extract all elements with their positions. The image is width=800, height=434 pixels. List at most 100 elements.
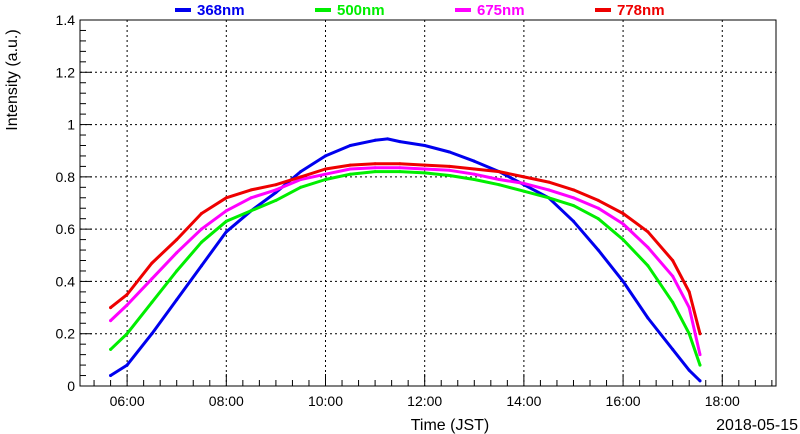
y-tick-label: 1.2 xyxy=(56,64,76,80)
data-point-368nm xyxy=(324,154,327,158)
data-point-500nm xyxy=(596,217,600,221)
data-point-500nm xyxy=(448,174,451,177)
plot-frame xyxy=(79,19,777,387)
data-point-778nm xyxy=(299,175,303,179)
series-line-500nm xyxy=(109,170,702,367)
data-point-500nm xyxy=(547,196,551,200)
x-tick-label: 18:00 xyxy=(705,393,740,409)
data-point-500nm xyxy=(423,171,427,175)
data-point-368nm xyxy=(175,298,179,302)
data-point-675nm xyxy=(109,319,113,323)
data-point-368nm xyxy=(646,316,650,320)
data-point-675nm xyxy=(687,306,691,310)
data-point-500nm xyxy=(299,185,303,189)
y-tick-label: 0.8 xyxy=(56,169,76,185)
data-point-500nm xyxy=(572,204,575,208)
data-point-778nm xyxy=(249,188,253,192)
data-point-675nm xyxy=(671,274,675,278)
data-point-368nm xyxy=(621,279,625,283)
data-point-778nm xyxy=(596,198,600,202)
data-point-675nm xyxy=(497,178,501,181)
data-point-778nm xyxy=(472,167,476,171)
data-point-778nm xyxy=(373,162,377,166)
x-tick-label: 10:00 xyxy=(308,393,343,409)
data-point-675nm xyxy=(621,222,625,226)
data-point-500nm xyxy=(175,269,179,273)
data-point-675nm xyxy=(150,277,154,281)
data-point-675nm xyxy=(125,303,129,307)
data-point-778nm xyxy=(423,163,427,167)
data-point-500nm xyxy=(472,178,476,181)
data-point-500nm xyxy=(698,363,702,367)
data-point-778nm xyxy=(224,196,228,200)
data-point-500nm xyxy=(224,219,228,223)
data-point-368nm xyxy=(698,379,702,383)
data-point-500nm xyxy=(621,238,625,242)
data-point-500nm xyxy=(324,178,327,181)
data-point-675nm xyxy=(572,196,575,200)
data-point-675nm xyxy=(200,227,203,231)
data-point-368nm xyxy=(596,248,600,252)
data-point-368nm xyxy=(373,138,377,142)
legend-label-368nm: 368nm xyxy=(197,2,245,19)
data-point-368nm xyxy=(671,347,675,351)
y-tick-label: 0.6 xyxy=(56,221,76,237)
x-tick-label: 06:00 xyxy=(110,393,145,409)
data-point-778nm xyxy=(274,183,278,187)
y-tick-label: 0.4 xyxy=(56,273,76,289)
data-point-500nm xyxy=(398,170,402,174)
data-point-675nm xyxy=(448,168,451,172)
data-point-778nm xyxy=(698,332,702,336)
legend-label-778nm: 778nm xyxy=(617,2,665,19)
y-tick-label: 0.2 xyxy=(56,326,76,342)
data-point-675nm xyxy=(522,181,526,185)
data-point-778nm xyxy=(671,259,675,262)
data-point-675nm xyxy=(324,172,327,176)
data-point-675nm xyxy=(423,167,427,171)
data-point-500nm xyxy=(687,332,691,336)
data-point-778nm xyxy=(646,230,650,234)
data-point-368nm xyxy=(448,150,451,154)
data-point-778nm xyxy=(109,306,113,310)
data-point-500nm xyxy=(646,264,650,268)
data-point-368nm xyxy=(200,264,203,268)
data-point-368nm xyxy=(572,219,575,223)
x-axis-title: Time (JST) xyxy=(411,417,490,434)
data-point-675nm xyxy=(224,209,228,213)
data-point-675nm xyxy=(274,188,278,192)
series-layer xyxy=(109,137,702,383)
y-tick-label: 1 xyxy=(67,117,75,133)
data-point-778nm xyxy=(497,170,501,174)
data-point-675nm xyxy=(398,166,402,170)
data-point-675nm xyxy=(249,196,253,200)
data-point-778nm xyxy=(547,180,551,184)
data-point-500nm xyxy=(373,170,377,174)
data-point-500nm xyxy=(348,172,352,176)
data-point-675nm xyxy=(175,251,179,255)
data-point-500nm xyxy=(109,347,113,351)
data-point-368nm xyxy=(687,368,691,372)
data-point-778nm xyxy=(150,261,154,265)
data-point-500nm xyxy=(671,300,675,304)
data-point-778nm xyxy=(687,290,691,294)
data-point-778nm xyxy=(522,175,526,179)
data-point-675nm xyxy=(472,172,476,176)
data-point-368nm xyxy=(109,374,113,377)
y-tick-label: 0 xyxy=(67,378,75,394)
data-point-675nm xyxy=(646,245,650,249)
data-point-368nm xyxy=(398,140,402,144)
data-point-368nm xyxy=(348,144,352,147)
data-point-500nm xyxy=(497,183,501,187)
series-line-778nm xyxy=(109,162,702,336)
data-point-368nm xyxy=(386,137,389,141)
legend: 368nm 500nm 675nm 778nm xyxy=(175,2,665,19)
legend-label-675nm: 675nm xyxy=(477,2,525,19)
legend-label-500nm: 500nm xyxy=(337,2,385,19)
data-point-500nm xyxy=(200,240,203,244)
data-point-675nm xyxy=(348,167,352,171)
data-point-778nm xyxy=(448,164,451,168)
x-tick-label: 12:00 xyxy=(407,393,442,409)
series-line-675nm xyxy=(109,166,702,357)
data-point-368nm xyxy=(150,332,154,336)
